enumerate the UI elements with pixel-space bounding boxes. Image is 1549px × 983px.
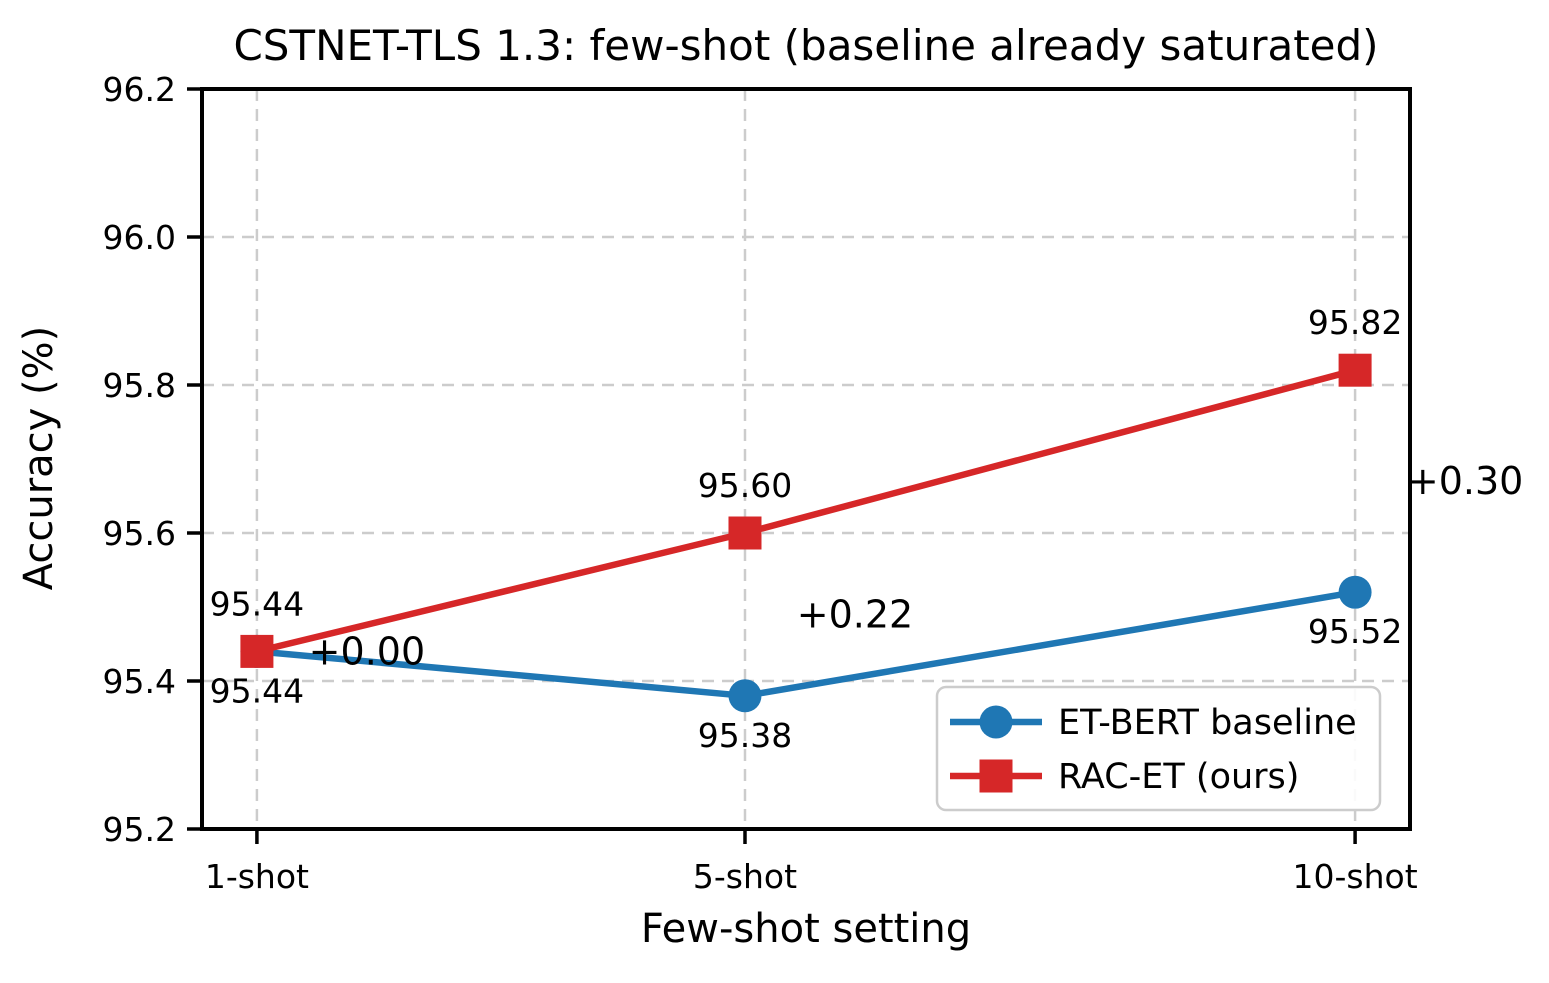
x-tick-label: 1-shot [205,857,309,896]
legend-circle-marker [979,705,1013,739]
point-label: 95.52 [1308,612,1402,651]
y-tick-label: 95.4 [103,662,176,701]
circle-marker [1338,575,1372,609]
legend-label: RAC-ET (ours) [1058,757,1299,797]
data-labels: 95.44 95.38 95.52 95.44 95.60 95.82 [210,303,1403,755]
y-axis-label: Accuracy (%) [16,326,62,591]
delta-annotation: +0.22 [797,592,913,636]
square-marker [1338,353,1372,387]
legend-square-marker [979,759,1013,793]
x-axis-label: Few-shot setting [641,906,971,952]
series-lines [240,353,1372,713]
square-marker [728,516,762,550]
circle-marker [728,679,762,713]
tick-labels: 1-shot 5-shot 10-shot 95.2 95.4 95.6 95.8 96.0 9… [103,70,1418,896]
point-label: 95.44 [210,584,304,623]
y-tick-label: 96.2 [103,70,176,109]
point-label: 95.44 [210,671,304,710]
y-tick-label: 95.8 [103,366,176,405]
point-label: 95.60 [698,466,792,505]
y-tick-label: 96.0 [103,218,176,257]
x-tick-label: 10-shot [1293,857,1418,896]
square-marker [240,634,274,668]
delta-annotations: +0.00 +0.22 +0.30 [309,459,1524,673]
axes [187,87,1412,844]
point-label: 95.82 [1308,303,1402,342]
legend-label: ET-BERT baseline [1058,703,1357,743]
x-tick-label: 5-shot [693,857,797,896]
chart-title: CSTNET-TLS 1.3: few-shot (baseline alrea… [233,21,1378,70]
y-tick-label: 95.2 [103,810,176,849]
delta-annotation: +0.30 [1407,459,1523,503]
point-label: 95.38 [698,716,792,755]
gridlines [202,89,1410,829]
delta-annotation: +0.00 [309,629,425,673]
plot-border [200,87,1412,831]
y-tick-label: 95.6 [103,514,176,553]
legend-box [935,685,1382,812]
legend: ET-BERT baseline RAC-ET (ours) [935,685,1382,812]
